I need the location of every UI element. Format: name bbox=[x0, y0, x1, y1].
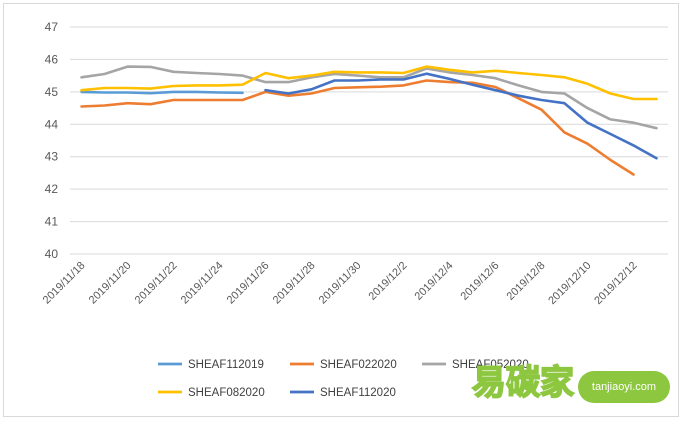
x-axis-ticks: 2019/11/18 2019/11/20 2019/11/22 2019/11/24… bbox=[41, 260, 640, 307]
y-tick-label-43: 43 bbox=[45, 150, 59, 164]
series-line-sheaf052020 bbox=[80, 65, 658, 130]
series-line-sheaf082020 bbox=[80, 65, 658, 101]
x-tick-label-2019-12-4: 2019/12/4 bbox=[413, 260, 456, 303]
y-tick-label-41: 41 bbox=[45, 215, 59, 229]
legend-label-sheaf082020: SHEAF082020 bbox=[188, 387, 265, 399]
x-tick-label-2019-12-6: 2019/12/6 bbox=[459, 260, 502, 303]
x-tick-label-2019-11-18: 2019/11/18 bbox=[41, 260, 88, 307]
watermark: 易碳家 tanjiaoyi.com bbox=[471, 363, 670, 403]
legend: SHEAF112019 SHEAF022020 SHEAF052020 SHEAF08… bbox=[158, 359, 529, 399]
legend-label-sheaf112020: SHEAF112020 bbox=[320, 387, 396, 399]
y-tick-label-47: 47 bbox=[45, 20, 59, 34]
watermark-chinese: 易碳家 bbox=[472, 364, 574, 402]
x-tick-label-2019-11-26: 2019/11/26 bbox=[225, 260, 272, 307]
series-lines bbox=[80, 65, 658, 176]
legend-label-sheaf052020: SHEAF052020 bbox=[452, 359, 529, 371]
y-tick-label-42: 42 bbox=[45, 182, 59, 196]
gridlines bbox=[70, 26, 668, 255]
series-line-sheaf112019 bbox=[80, 90, 244, 95]
y-tick-label-40: 40 bbox=[45, 247, 59, 261]
x-tick-label-2019-11-20: 2019/11/20 bbox=[87, 260, 134, 307]
watermark-url-box bbox=[578, 371, 670, 403]
watermark-url: tanjiaoyi.com bbox=[592, 381, 656, 393]
x-tick-label-2019-12-8: 2019/12/8 bbox=[505, 260, 548, 303]
legend-label-sheaf112019: SHEAF112019 bbox=[188, 359, 264, 371]
y-tick-label-45: 45 bbox=[45, 85, 59, 99]
y-tick-label-46: 46 bbox=[45, 52, 59, 66]
x-tick-label-2019-12-2: 2019/12/2 bbox=[367, 260, 410, 303]
x-tick-label-2019-11-30: 2019/11/30 bbox=[317, 260, 364, 307]
y-axis-ticks: 40 41 42 43 44 45 46 47 bbox=[45, 20, 59, 261]
x-tick-label-2019-11-28: 2019/11/28 bbox=[271, 260, 318, 307]
legend-label-sheaf022020: SHEAF022020 bbox=[320, 359, 397, 371]
x-tick-label-2019-11-22: 2019/11/22 bbox=[133, 260, 180, 307]
series-line-sheaf112020 bbox=[264, 72, 658, 160]
y-tick-label-44: 44 bbox=[45, 117, 59, 131]
x-tick-label-2019-12-12: 2019/12/12 bbox=[592, 260, 639, 307]
x-tick-label-2019-11-24: 2019/11/24 bbox=[179, 260, 226, 307]
x-tick-label-2019-12-10: 2019/12/10 bbox=[546, 260, 593, 307]
series-line-sheaf022020 bbox=[80, 79, 635, 176]
